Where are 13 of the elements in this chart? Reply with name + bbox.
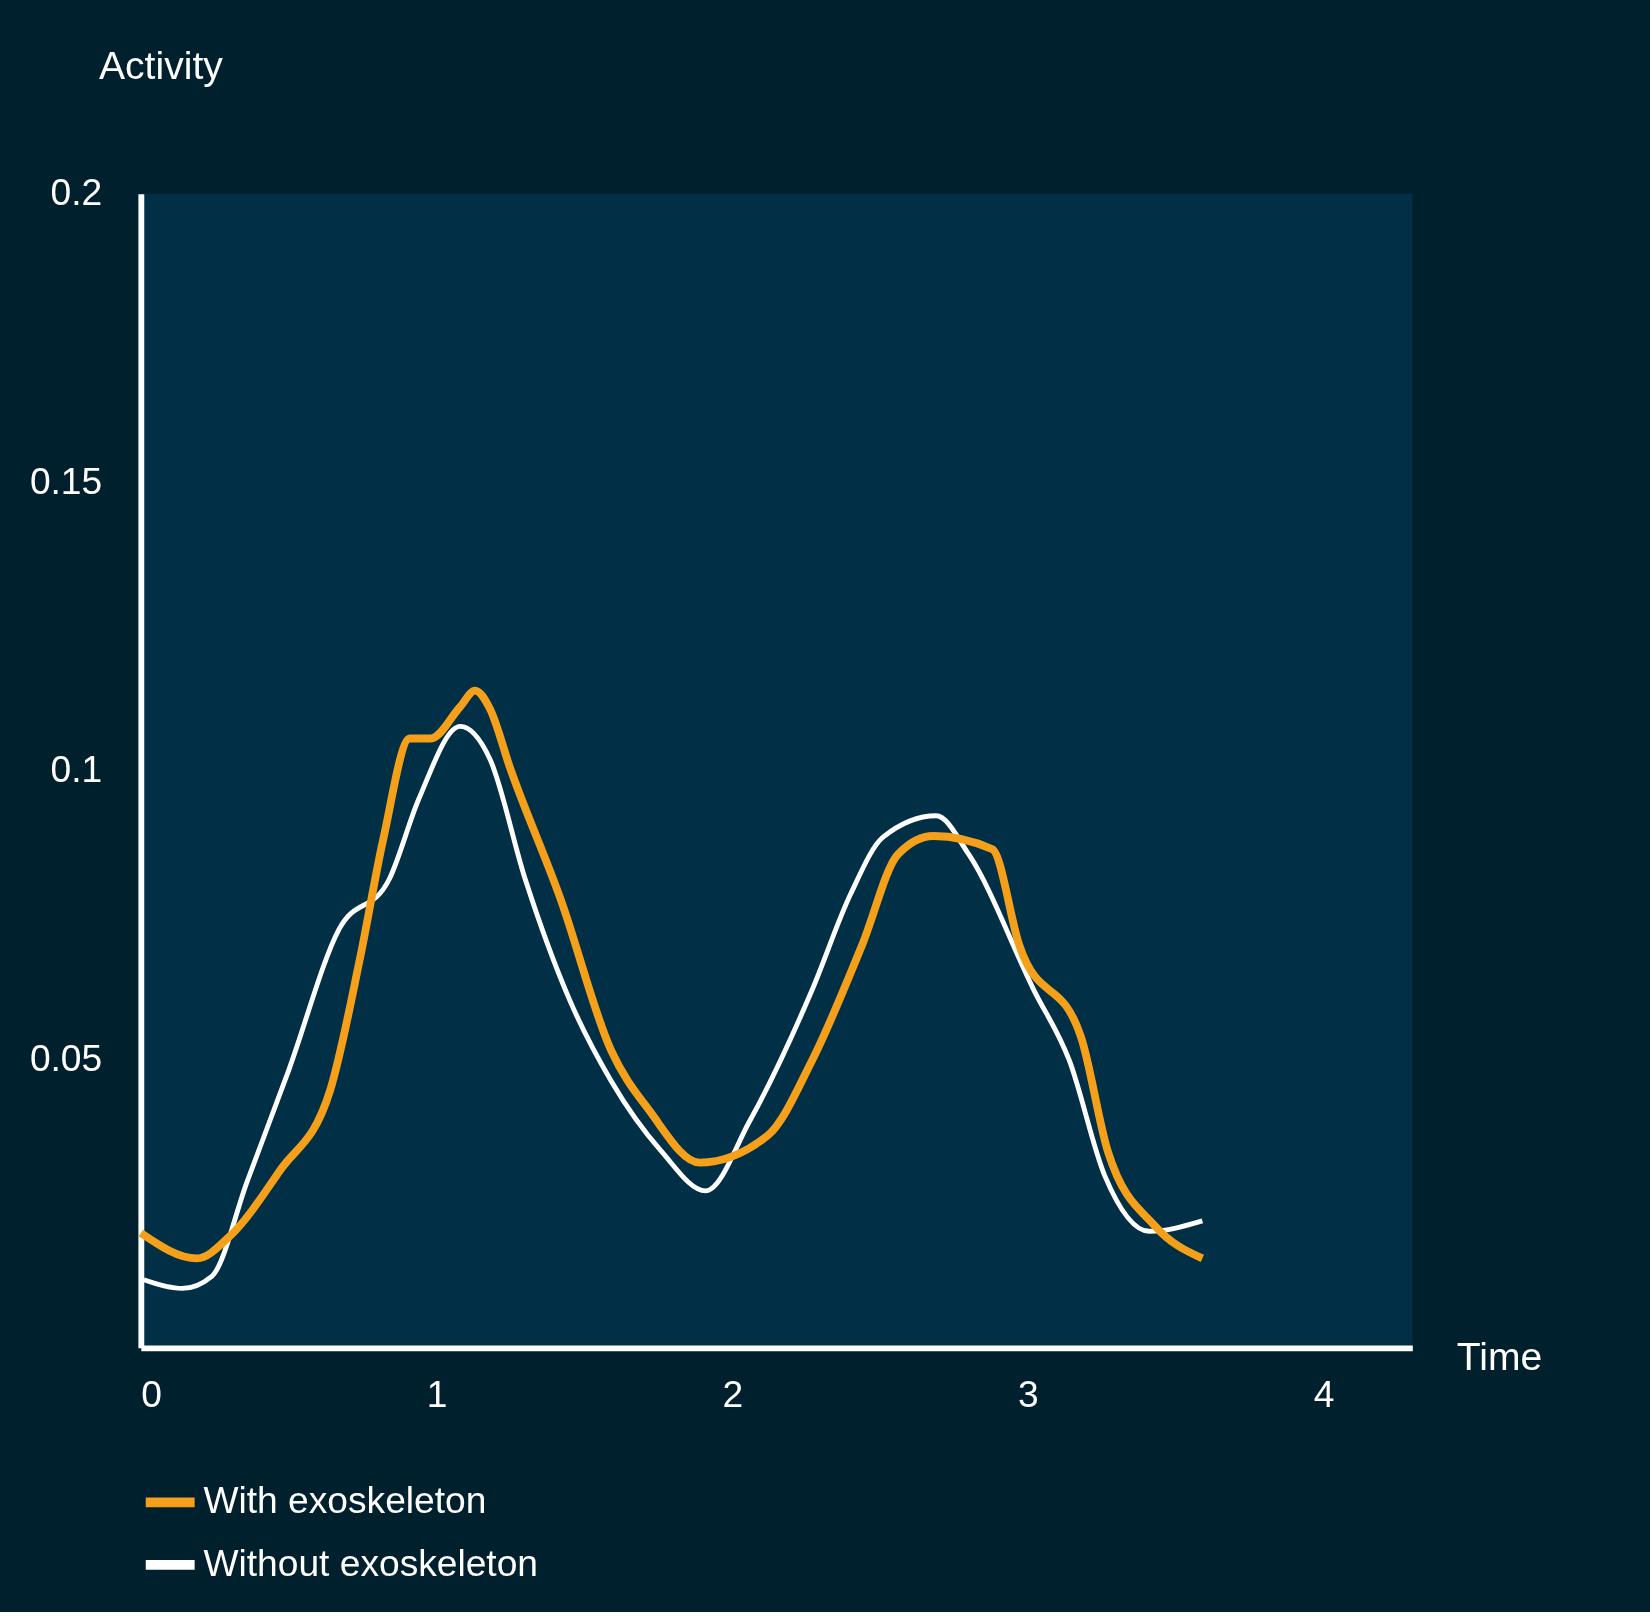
x-tick-label: 2 <box>722 1373 744 1416</box>
x-tick-label: 4 <box>1313 1373 1335 1416</box>
x-tick-label: 0 <box>141 1373 162 1416</box>
y-tick-label: 0.05 <box>29 1036 103 1079</box>
y-tick-label: 0.1 <box>50 748 103 791</box>
y-tick-label: 0.2 <box>50 170 103 213</box>
legend-label: Without exoskeleton <box>203 1541 539 1584</box>
y-tick-label: 0.15 <box>29 459 103 502</box>
x-tick-label: 1 <box>426 1373 448 1416</box>
x-tick-label: 3 <box>1018 1373 1039 1416</box>
legend-label: With exoskeleton <box>203 1479 487 1522</box>
x-axis-title: Time <box>1456 1334 1543 1378</box>
y-axis-title: Activity <box>98 43 224 87</box>
